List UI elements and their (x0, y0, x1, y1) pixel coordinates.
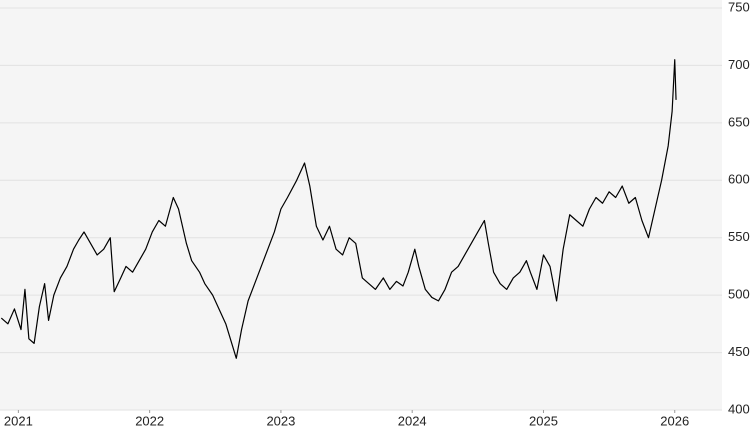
x-tick-label: 2024 (398, 413, 427, 428)
y-tick-label: 500 (728, 287, 750, 302)
y-tick-label: 550 (728, 229, 750, 244)
price-line (0, 59, 677, 359)
y-tick-label: 750 (728, 0, 750, 14)
x-tick-label: 2023 (266, 413, 295, 428)
y-tick-label: 400 (728, 401, 750, 416)
y-tick-label: 650 (728, 114, 750, 129)
y-tick-label: 450 (728, 344, 750, 359)
x-tick-label: 2021 (4, 413, 33, 428)
plot-area (0, 0, 722, 410)
y-tick-label: 700 (728, 57, 750, 72)
x-tick-label: 2025 (529, 413, 558, 428)
x-tick-label: 2026 (660, 413, 689, 428)
y-tick-label: 600 (728, 172, 750, 187)
x-tick-label: 2022 (135, 413, 164, 428)
